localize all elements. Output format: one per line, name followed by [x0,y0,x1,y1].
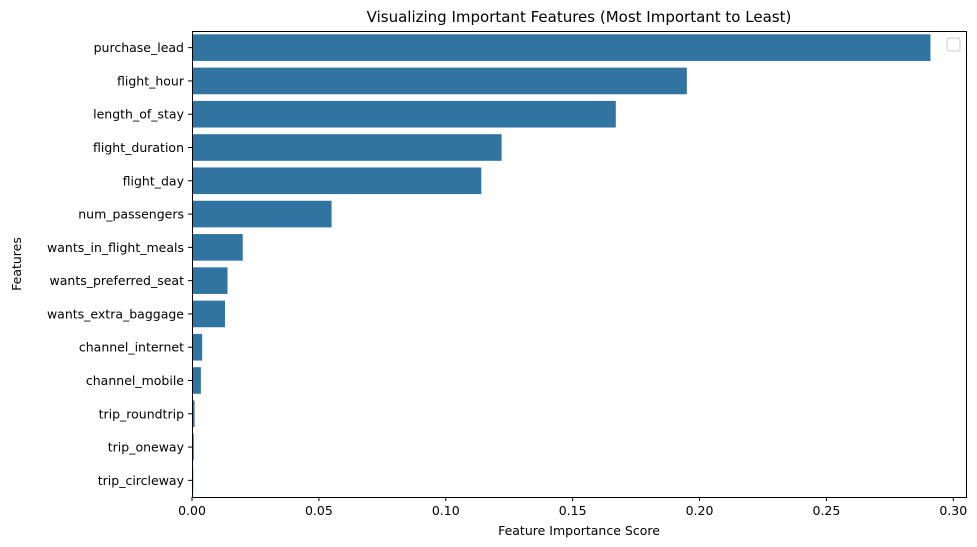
bar-wants-preferred-seat [192,267,228,294]
bar-flight-hour [192,67,687,95]
y-tick-label: flight_day [123,173,185,188]
bar-num-passengers [192,200,332,228]
y-tick-label: flight_duration [93,140,184,155]
bar-trip-roundtrip [192,400,195,428]
bars-group [192,34,931,494]
x-axis-ticks: 0.00 0.05 0.10 0.15 0.20 0.25 0.30 [178,497,967,518]
y-tick-label: length_of_stay [93,107,184,122]
bar-flight-duration [192,134,502,161]
y-tick-label: wants_preferred_seat [50,273,185,288]
bar-wants-in-flight-meals [192,234,243,261]
y-tick-label: flight_hour [117,73,185,88]
bar-wants-extra-baggage [192,300,225,328]
y-axis-label: Features [9,237,24,291]
chart-title: Visualizing Important Features (Most Imp… [367,8,792,26]
bar-flight-day [192,167,482,195]
y-axis-ticks: purchase_lead flight_hour length_of_stayfl… [47,40,192,488]
y-tick-label: channel_mobile [86,373,184,388]
bar-length-of-stay [192,100,616,128]
legend-box [946,37,961,52]
x-tick-label: 0.05 [305,503,333,518]
plot-frame [192,31,967,498]
y-tick-label: wants_extra_baggage [47,306,184,321]
y-tick-label: trip_circleway [98,473,185,488]
y-tick-label: num_passengers [78,207,184,222]
y-tick-label: trip_roundtrip [99,406,185,421]
y-tick-label: purchase_lead [94,40,184,55]
y-tick-label: wants_in_flight_meals [47,240,184,255]
x-tick-label: 0.15 [559,503,587,518]
y-tick-label: trip_oneway [108,440,185,455]
x-tick-label: 0.25 [813,503,841,518]
x-tick-label: 0.30 [939,503,967,518]
x-tick-label: 0.10 [432,503,460,518]
x-tick-label: 0.00 [178,503,206,518]
y-tick-label: channel_internet [79,340,184,355]
bar-channel-internet [192,333,203,361]
bar-channel-mobile [192,367,201,394]
x-axis-label: Feature Importance Score [498,523,660,538]
x-tick-label: 0.20 [686,503,714,518]
bar-purchase-lead [192,34,931,61]
